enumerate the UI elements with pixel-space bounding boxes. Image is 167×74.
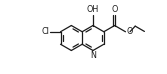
Text: OH: OH bbox=[87, 5, 99, 14]
Text: N: N bbox=[90, 52, 96, 61]
Text: O: O bbox=[126, 27, 133, 36]
Text: Cl: Cl bbox=[41, 27, 49, 36]
Text: O: O bbox=[111, 5, 118, 14]
